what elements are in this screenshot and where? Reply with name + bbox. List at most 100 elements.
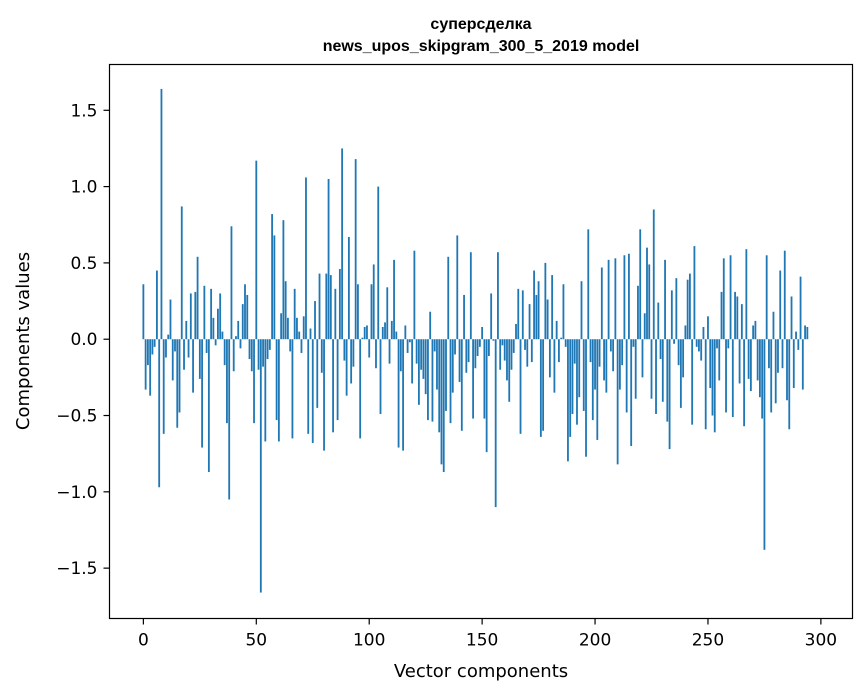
- bar-component-238: [679, 339, 682, 408]
- bar-component-63: [284, 281, 287, 340]
- bar-component-283: [781, 339, 784, 369]
- bar-component-104: [377, 186, 380, 340]
- y-axis-ticks: −1.5 −1.0 −0.5 0.0 0.5 1.0 1.5: [56, 101, 110, 579]
- bar-component-279: [772, 311, 775, 340]
- bar-component-177: [542, 339, 545, 431]
- x-tick-label: 200: [579, 631, 611, 651]
- bar-component-230: [661, 339, 664, 402]
- bar-component-256: [720, 291, 723, 340]
- bar-component-179: [546, 299, 549, 340]
- bar-component-0: [142, 284, 145, 340]
- x-axis-label: Vector components: [394, 661, 568, 682]
- bar-component-282: [779, 270, 782, 340]
- bar-component-173: [533, 270, 535, 340]
- bar-component-234: [670, 290, 673, 340]
- bar-component-108: [386, 287, 389, 340]
- bar-component-109: [388, 339, 391, 364]
- bar-component-217: [632, 339, 635, 347]
- bar-component-190: [571, 339, 574, 414]
- bar-component-75: [311, 339, 314, 443]
- bar-component-251: [709, 339, 712, 389]
- bar-component-233: [668, 339, 671, 450]
- bar-component-248: [702, 327, 705, 340]
- bar-component-24: [196, 256, 199, 340]
- bar-component-119: [411, 339, 414, 384]
- bar-component-196: [585, 339, 587, 457]
- bar-component-28: [205, 339, 208, 353]
- bar-component-36: [223, 339, 226, 366]
- bar-component-250: [707, 316, 709, 340]
- bar-component-19: [185, 320, 188, 340]
- bar-component-12: [169, 299, 172, 340]
- bar-component-243: [691, 339, 694, 425]
- bar-component-206: [607, 259, 610, 340]
- y-tick-label: 0.0: [70, 330, 97, 350]
- bar-component-56: [268, 339, 271, 350]
- bar-component-53: [262, 339, 264, 367]
- bar-component-50: [255, 160, 258, 340]
- bar-component-116: [404, 325, 407, 340]
- bar-component-262: [734, 291, 736, 340]
- bar-component-14: [174, 339, 176, 352]
- bar-component-289: [795, 331, 797, 340]
- bar-component-155: [492, 339, 495, 341]
- bar-component-148: [476, 339, 479, 356]
- bar-component-48: [250, 339, 253, 372]
- bar-component-55: [266, 339, 269, 360]
- bar-component-174: [535, 294, 538, 340]
- bar-component-269: [749, 339, 752, 392]
- bar-component-244: [693, 246, 696, 340]
- bar-component-126: [427, 339, 429, 421]
- bar-component-79: [320, 339, 323, 373]
- x-tick-label: 50: [245, 631, 267, 651]
- bar-component-182: [553, 339, 556, 393]
- bar-component-30: [210, 288, 213, 340]
- bar-component-265: [740, 304, 743, 340]
- bar-component-66: [291, 339, 294, 439]
- bar-component-292: [801, 339, 804, 390]
- bar-component-125: [424, 339, 427, 395]
- bar-component-2: [146, 339, 149, 366]
- bar-component-167: [519, 339, 522, 434]
- bar-component-194: [580, 281, 583, 340]
- bar-component-121: [415, 339, 418, 364]
- bar-component-144: [467, 339, 470, 363]
- bar-component-130: [436, 339, 438, 390]
- bar-component-78: [318, 273, 321, 340]
- bar-component-127: [429, 311, 432, 340]
- bar-component-285: [786, 339, 788, 401]
- bar-component-229: [659, 339, 662, 360]
- y-tick-label: 1.5: [70, 101, 97, 121]
- bar-component-276: [765, 255, 768, 340]
- bar-component-200: [594, 339, 596, 390]
- bar-component-80: [323, 339, 325, 451]
- bar-component-147: [474, 339, 477, 369]
- bar-component-106: [381, 327, 384, 340]
- bar-component-201: [596, 339, 599, 440]
- bar-component-199: [591, 339, 594, 421]
- bar-component-76: [314, 301, 316, 340]
- bar-component-43: [239, 339, 242, 349]
- bar-component-91: [347, 236, 350, 340]
- bar-component-131: [438, 339, 441, 433]
- bar-component-211: [618, 339, 621, 390]
- bar-component-136: [449, 339, 452, 424]
- bar-component-17: [180, 206, 183, 340]
- bar-component-101: [370, 284, 373, 340]
- bar-component-260: [729, 255, 732, 340]
- bar-component-115: [402, 339, 404, 451]
- bar-component-258: [725, 339, 727, 413]
- bar-component-210: [616, 339, 619, 465]
- bar-component-189: [569, 339, 572, 437]
- bar-component-25: [198, 339, 201, 379]
- x-tick-label: 0: [138, 631, 149, 651]
- bar-component-73: [307, 339, 310, 434]
- bar-component-216: [630, 339, 633, 447]
- bar-component-44: [241, 304, 244, 340]
- bar-component-67: [293, 288, 296, 340]
- bar-component-231: [664, 259, 666, 340]
- bar-component-170: [526, 339, 529, 367]
- bar-component-41: [235, 336, 237, 340]
- bar-component-16: [178, 339, 181, 413]
- bar-component-118: [408, 339, 411, 343]
